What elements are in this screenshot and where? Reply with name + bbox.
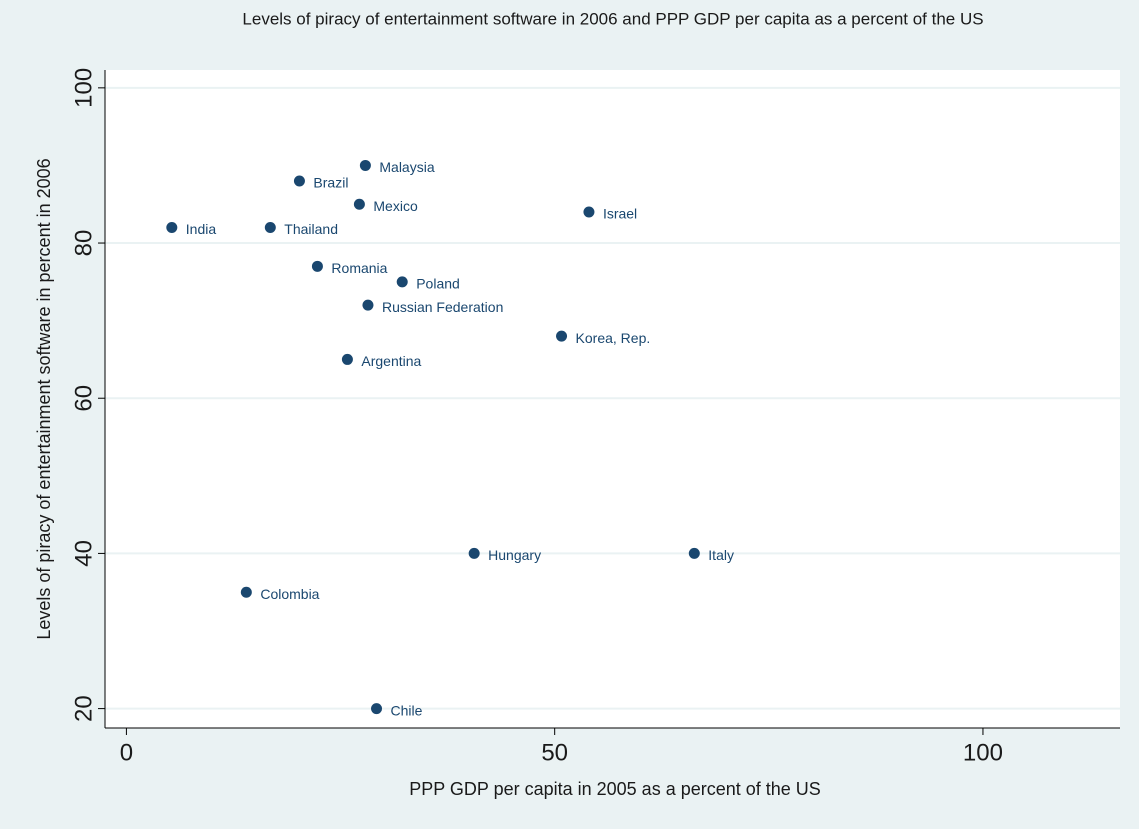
point-label: Russian Federation bbox=[382, 299, 503, 315]
chart-title: Levels of piracy of entertainment softwa… bbox=[242, 9, 983, 28]
point bbox=[371, 703, 383, 715]
point-label: Brazil bbox=[313, 175, 348, 191]
y-tick-label: 60 bbox=[70, 385, 97, 412]
point bbox=[396, 276, 408, 288]
point bbox=[468, 547, 480, 559]
point bbox=[583, 206, 595, 218]
point-label: Argentina bbox=[361, 353, 421, 369]
point-label: Malaysia bbox=[379, 159, 434, 175]
x-axis-label: PPP GDP per capita in 2005 as a percent … bbox=[409, 779, 821, 799]
point bbox=[166, 222, 178, 234]
x-tick-label: 50 bbox=[541, 739, 568, 766]
point-label: Chile bbox=[391, 702, 423, 718]
point bbox=[353, 198, 365, 210]
point-label: Israel bbox=[603, 206, 637, 222]
x-tick-label: 100 bbox=[963, 739, 1003, 766]
point-label: Romania bbox=[331, 260, 387, 276]
point bbox=[264, 222, 276, 234]
x-tick-label: 0 bbox=[120, 739, 133, 766]
y-axis-label: Levels of piracy of entertainment softwa… bbox=[34, 158, 54, 639]
point bbox=[362, 299, 374, 311]
point bbox=[311, 260, 323, 272]
point-label: Italy bbox=[708, 547, 734, 563]
point-label: India bbox=[186, 221, 217, 237]
point-label: Thailand bbox=[284, 221, 338, 237]
point bbox=[341, 353, 353, 365]
point-label: Colombia bbox=[260, 586, 319, 602]
point bbox=[359, 159, 371, 171]
point bbox=[293, 175, 305, 187]
point-label: Poland bbox=[416, 276, 460, 292]
y-tick-label: 40 bbox=[70, 540, 97, 567]
point bbox=[240, 586, 252, 598]
y-tick-label: 100 bbox=[70, 68, 97, 108]
point-label: Mexico bbox=[373, 198, 418, 214]
point bbox=[556, 330, 568, 342]
point bbox=[688, 547, 700, 559]
y-tick-label: 20 bbox=[70, 695, 97, 722]
point-label: Korea, Rep. bbox=[576, 330, 651, 346]
y-tick-label: 80 bbox=[70, 230, 97, 257]
point-label: Hungary bbox=[488, 547, 541, 563]
